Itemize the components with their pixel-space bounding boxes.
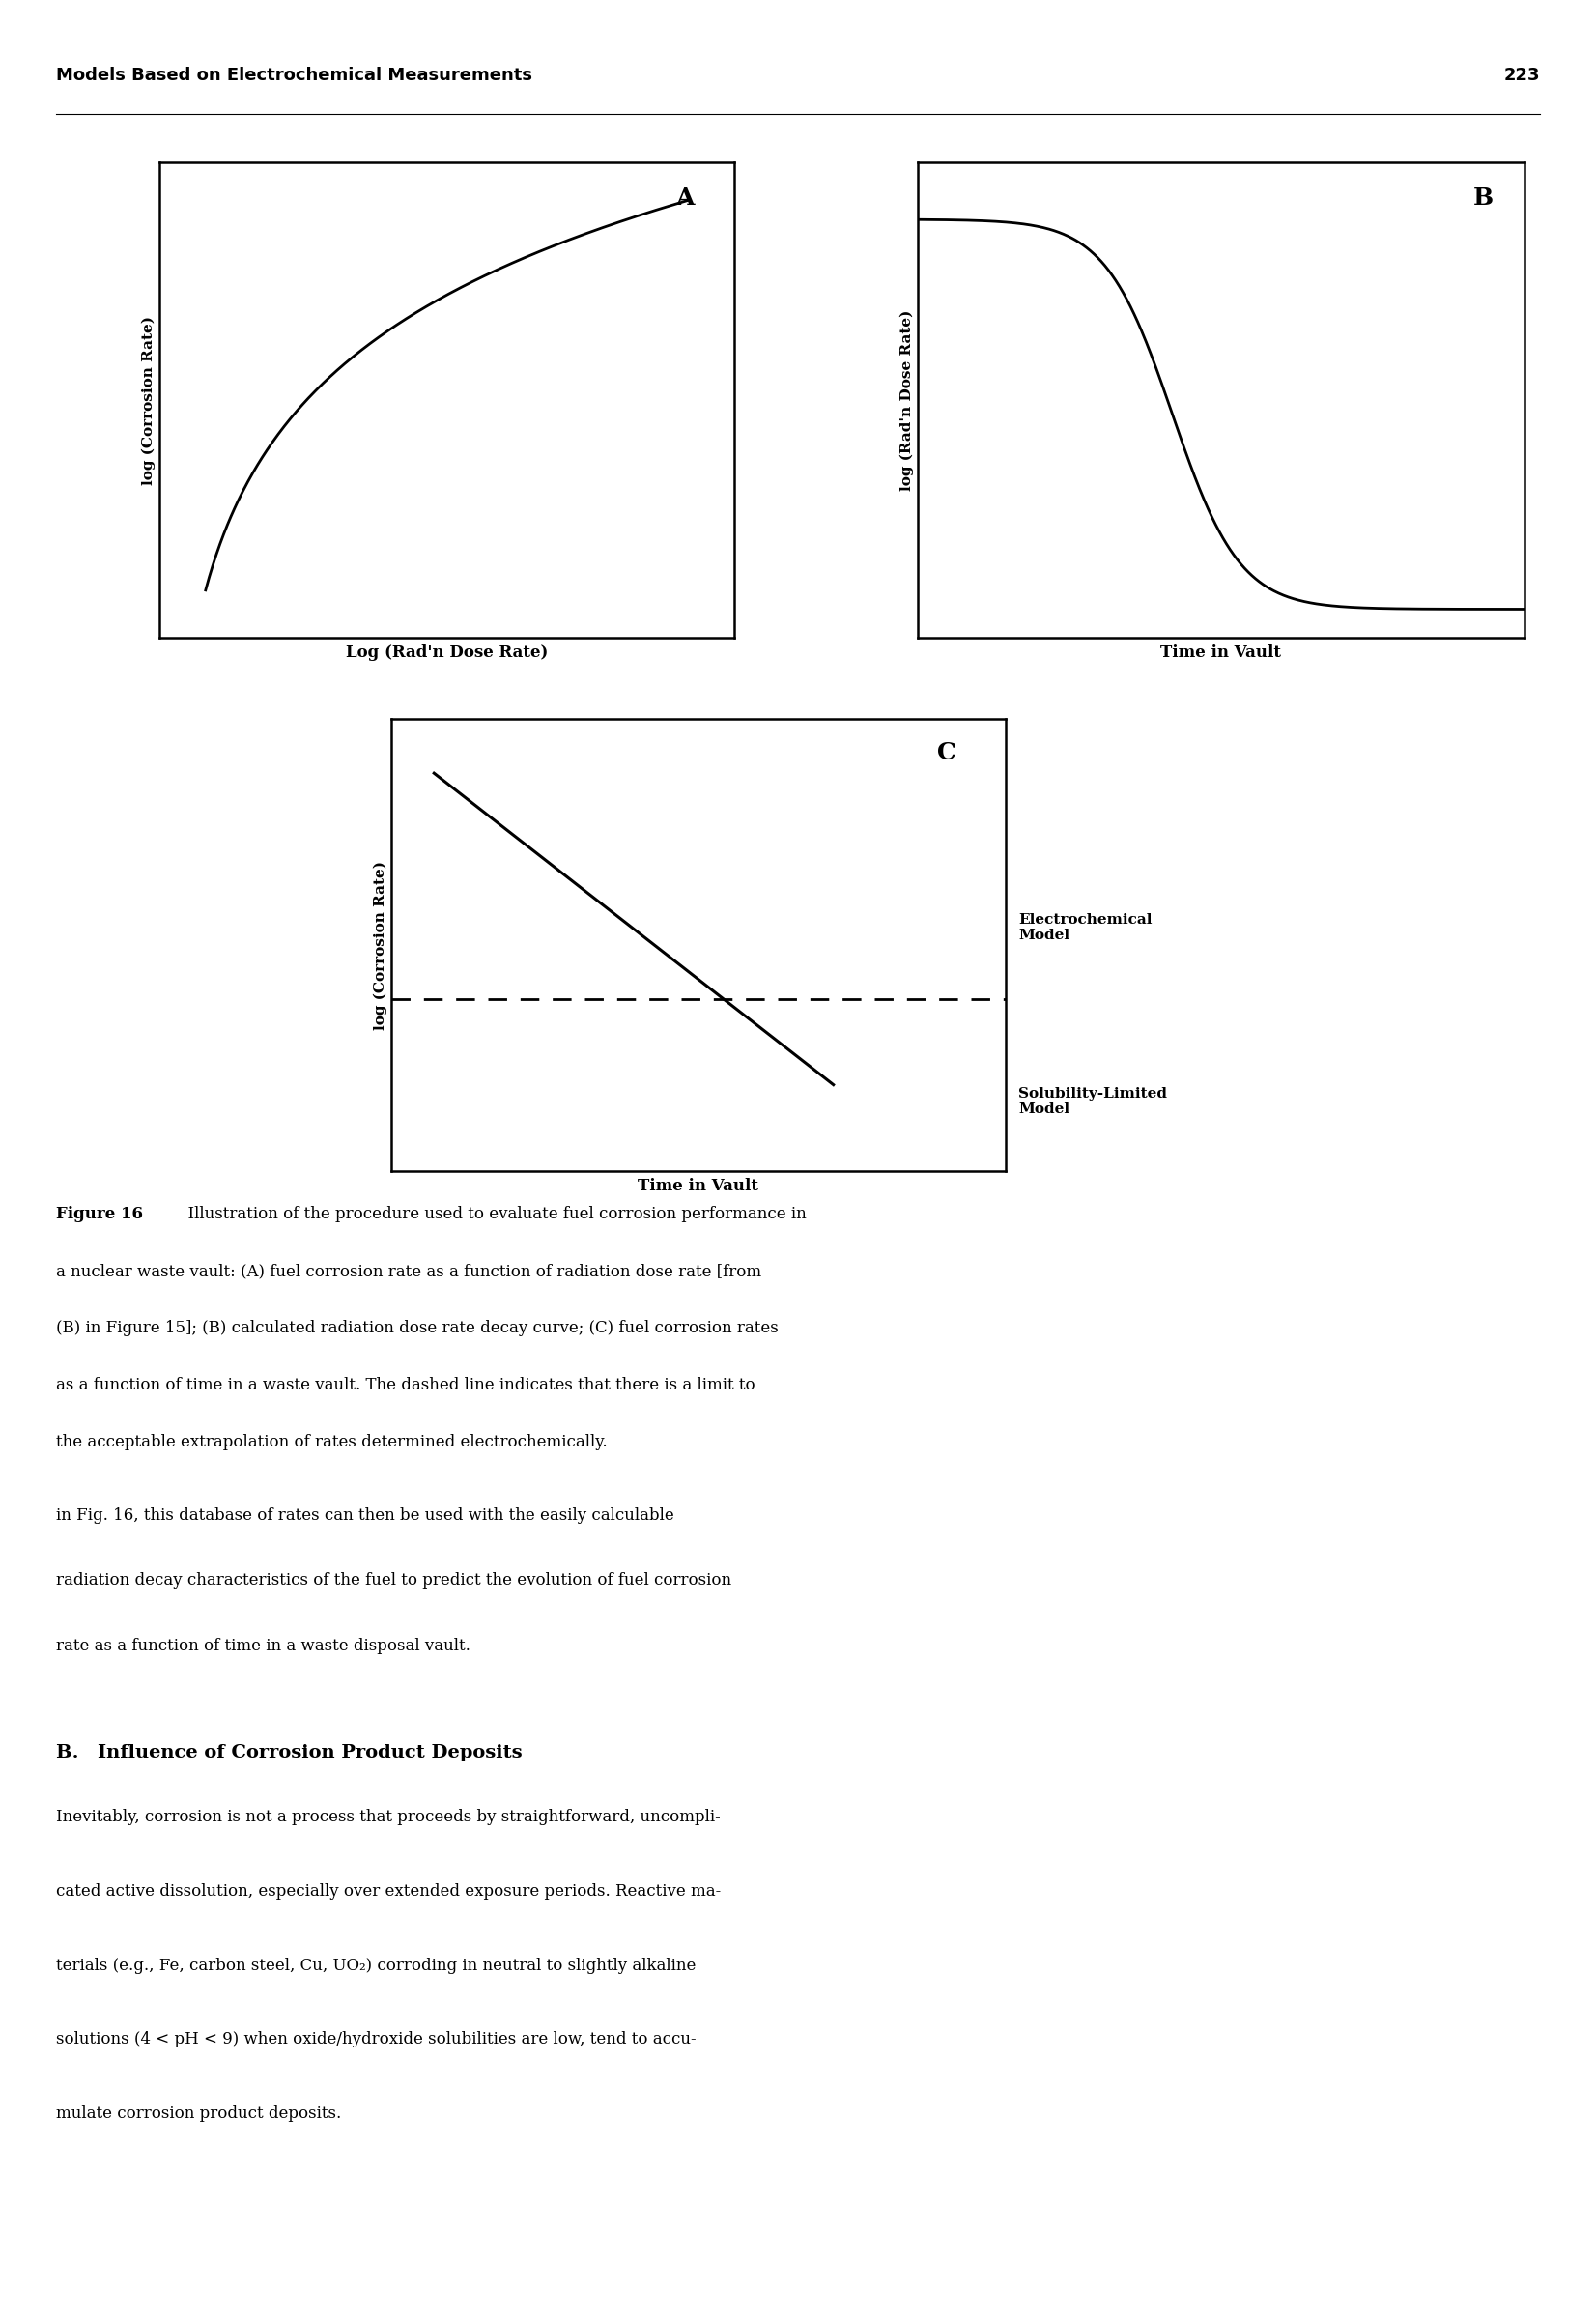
Text: radiation decay characteristics of the fuel to predict the evolution of fuel cor: radiation decay characteristics of the f… <box>56 1572 731 1589</box>
Text: mulate corrosion product deposits.: mulate corrosion product deposits. <box>56 2106 342 2122</box>
X-axis label: Time in Vault: Time in Vault <box>638 1178 758 1194</box>
Y-axis label: log (Corrosion Rate): log (Corrosion Rate) <box>373 860 386 1030</box>
Text: Figure 16: Figure 16 <box>56 1206 142 1222</box>
Text: Solubility-Limited
Model: Solubility-Limited Model <box>1018 1088 1167 1115</box>
Text: cated active dissolution, especially over extended exposure periods. Reactive ma: cated active dissolution, especially ove… <box>56 1883 721 1899</box>
Text: B: B <box>1473 186 1494 209</box>
Text: B. Influence of Corrosion Product Deposits: B. Influence of Corrosion Product Deposi… <box>56 1744 522 1762</box>
Y-axis label: log (Rad'n Dose Rate): log (Rad'n Dose Rate) <box>900 308 913 492</box>
Text: A: A <box>675 186 694 209</box>
Text: Models Based on Electrochemical Measurements: Models Based on Electrochemical Measurem… <box>56 67 531 83</box>
Text: terials (e.g., Fe, carbon steel, Cu, UO₂) corroding in neutral to slightly alkal: terials (e.g., Fe, carbon steel, Cu, UO₂… <box>56 1957 696 1973</box>
Text: the acceptable extrapolation of rates determined electrochemically.: the acceptable extrapolation of rates de… <box>56 1433 606 1449</box>
Text: 223: 223 <box>1503 67 1540 83</box>
X-axis label: Time in Vault: Time in Vault <box>1160 645 1282 661</box>
Text: Inevitably, corrosion is not a process that proceeds by straightforward, uncompl: Inevitably, corrosion is not a process t… <box>56 1809 720 1825</box>
Text: in Fig. 16, this database of rates can then be used with the easily calculable: in Fig. 16, this database of rates can t… <box>56 1507 674 1524</box>
Text: Illustration of the procedure used to evaluate fuel corrosion performance in: Illustration of the procedure used to ev… <box>177 1206 806 1222</box>
Text: (B) in Figure 15]; (B) calculated radiation dose rate decay curve; (C) fuel corr: (B) in Figure 15]; (B) calculated radiat… <box>56 1320 779 1336</box>
Text: C: C <box>937 742 956 765</box>
Text: Electrochemical
Model: Electrochemical Model <box>1018 914 1152 942</box>
Y-axis label: log (Corrosion Rate): log (Corrosion Rate) <box>142 315 155 485</box>
Text: as a function of time in a waste vault. The dashed line indicates that there is : as a function of time in a waste vault. … <box>56 1377 755 1394</box>
Text: rate as a function of time in a waste disposal vault.: rate as a function of time in a waste di… <box>56 1637 471 1653</box>
Text: solutions (4 < pH < 9) when oxide/hydroxide solubilities are low, tend to accu-: solutions (4 < pH < 9) when oxide/hydrox… <box>56 2031 696 2048</box>
X-axis label: Log (Rad'n Dose Rate): Log (Rad'n Dose Rate) <box>346 645 547 661</box>
Text: a nuclear waste vault: (A) fuel corrosion rate as a function of radiation dose r: a nuclear waste vault: (A) fuel corrosio… <box>56 1264 761 1280</box>
